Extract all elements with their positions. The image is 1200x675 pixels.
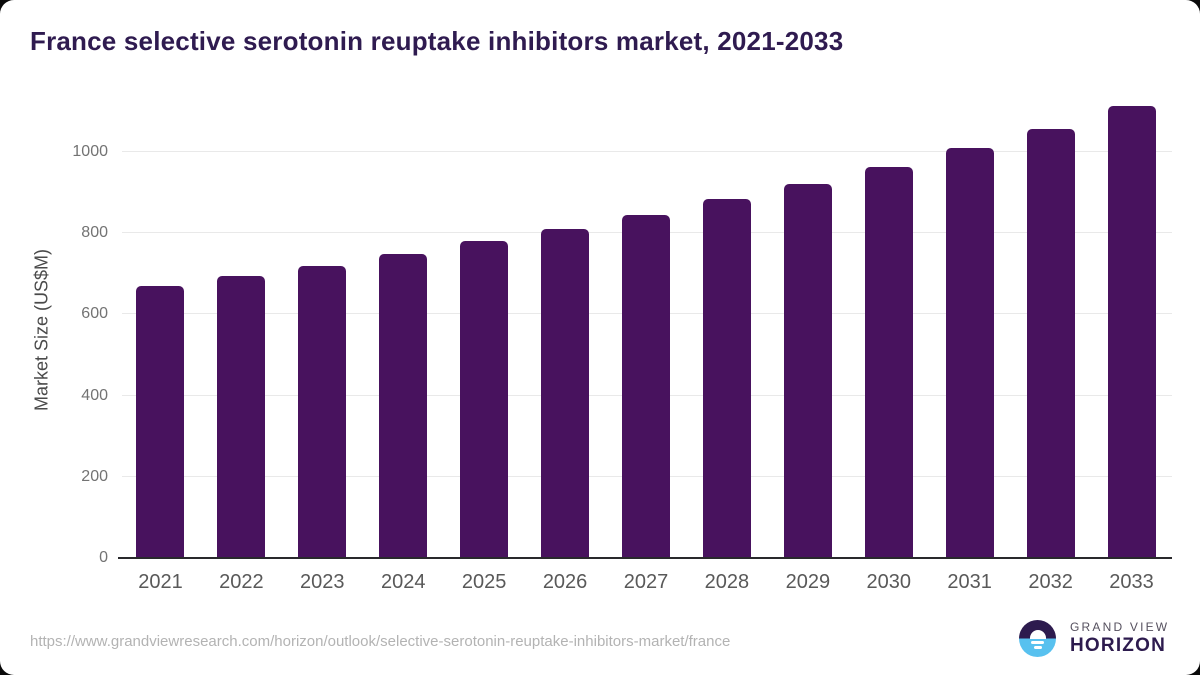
x-tick-label: 2021 (138, 571, 183, 593)
bars-container (120, 95, 1172, 558)
bar-slot (848, 95, 929, 558)
bar-2033[interactable] (1107, 105, 1156, 558)
bar-2030[interactable] (864, 166, 913, 558)
bar-2031[interactable] (945, 147, 994, 558)
x-tick-label: 2022 (219, 571, 264, 593)
bar-slot (282, 95, 363, 558)
gridline (122, 150, 1172, 152)
horizon-reflection-line (1031, 640, 1044, 644)
bar-slot (929, 95, 1010, 558)
bar-slot (525, 95, 606, 558)
plot-area (120, 95, 1172, 558)
horizon-reflection-line (1033, 646, 1042, 649)
bar-2021[interactable] (136, 285, 185, 558)
bar-slot (686, 95, 767, 558)
bar-slot (767, 95, 848, 558)
page-title: France selective serotonin reuptake inhi… (30, 26, 844, 56)
x-tick-label: 2032 (1028, 571, 1073, 593)
y-tick-labels: 0 200 400 600 800 1000 (46, 95, 108, 566)
bar-slot (120, 95, 201, 558)
bar-2025[interactable] (460, 241, 509, 558)
bar-2022[interactable] (217, 275, 266, 558)
x-tick-label: 2033 (1109, 571, 1154, 593)
x-tick-label: 2027 (623, 571, 669, 593)
bar-slot (1010, 95, 1091, 558)
x-tick-label: 2024 (380, 571, 426, 593)
brand-wordmark: GRAND VIEW HORIZON (1070, 620, 1169, 657)
bar-2027[interactable] (621, 214, 670, 558)
x-tick-labels: 2021 2022 2023 2024 2025 2026 2027 2028 2029 2030… (120, 571, 1172, 594)
y-tick-label: 200 (81, 467, 108, 485)
y-tick-label: 0 (99, 549, 108, 566)
x-tick-label: 2023 (300, 571, 345, 593)
x-tick-label: 2030 (866, 571, 912, 593)
bar-2028[interactable] (702, 199, 751, 558)
x-tick-label: 2028 (704, 571, 750, 593)
bar-slot (1091, 95, 1172, 558)
bar-2026[interactable] (541, 229, 590, 558)
brand-logo[interactable]: GRAND VIEW HORIZON (1019, 620, 1169, 657)
y-tick-label: 1000 (72, 142, 108, 160)
brand-name-top: GRAND VIEW (1070, 620, 1170, 634)
brand-name-bottom: HORIZON (1070, 635, 1167, 656)
bar-2023[interactable] (298, 265, 347, 558)
source-url: https://www.grandviewresearch.com/horizo… (30, 633, 731, 650)
bar-2024[interactable] (379, 254, 428, 558)
x-axis-line (118, 557, 1172, 559)
bar-2029[interactable] (783, 184, 832, 558)
horizon-sun-icon (1019, 620, 1056, 657)
bar-slot (201, 95, 282, 558)
bar-slot (606, 95, 687, 558)
bar-2032[interactable] (1026, 128, 1075, 558)
bar-slot (444, 95, 525, 558)
bar-slot (363, 95, 444, 558)
x-tick-label: 2029 (785, 571, 831, 593)
y-tick-label: 800 (81, 224, 108, 242)
horizon-sun-dome (1029, 630, 1046, 639)
x-tick-label: 2025 (461, 571, 507, 593)
y-tick-label: 400 (81, 386, 108, 404)
y-tick-label: 600 (81, 305, 108, 323)
x-tick-label: 2031 (947, 571, 992, 593)
x-tick-label: 2026 (542, 571, 588, 593)
